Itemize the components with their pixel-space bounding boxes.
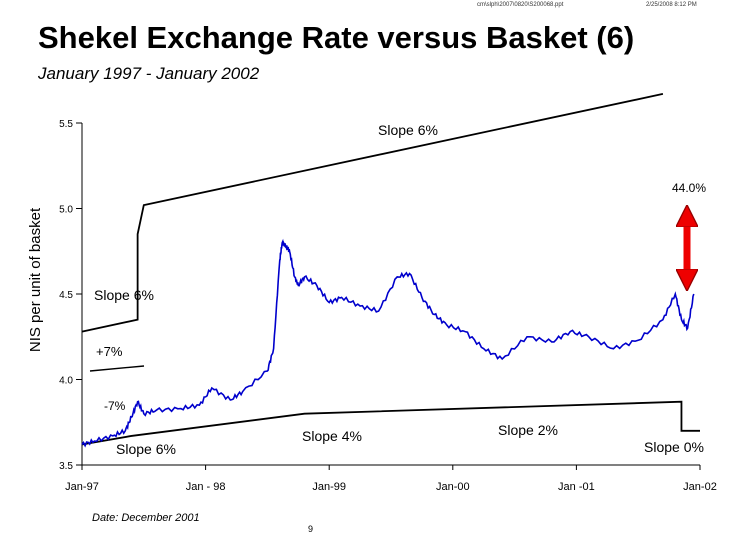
x-tick-label: Jan-00 [436, 481, 470, 493]
annotation-plus-7-line [89, 365, 145, 372]
annotation-slope-4: Slope 4% [302, 428, 362, 444]
y-tick-label: 4.5 [59, 290, 73, 301]
y-tick-label: 4.0 [59, 376, 73, 387]
x-tick-label: Jan-99 [312, 481, 346, 493]
y-tick-label: 5.5 [59, 119, 73, 130]
annotation-slope-2: Slope 2% [498, 422, 558, 438]
band-line-upper [81, 93, 664, 333]
annotation-gap-value: 44.0% [672, 181, 706, 195]
series-line [81, 238, 695, 448]
annotations: Slope 6% Slope 6% +7% -7% Slope 6% Slope 4% Sl… [89, 122, 706, 457]
y-tick-label: 5.0 [59, 205, 73, 216]
header-timestamp: 2/25/2008 8:12 PM [646, 2, 697, 8]
annotation-plus-7: +7% [96, 344, 123, 359]
chart-subtitle: January 1997 - January 2002 [38, 64, 260, 83]
annotation-slope-6-mid: Slope 6% [94, 287, 154, 303]
x-tick-label: Jan-97 [65, 481, 99, 493]
basket-bands [81, 93, 700, 446]
annotation-slope-0: Slope 0% [644, 439, 704, 455]
x-tick-label: Jan -01 [558, 481, 595, 493]
page-number: 9 [308, 524, 314, 534]
y-axis-label: NIS per unit of basket [27, 207, 44, 352]
header-path: cm\slph\2007\0820\S200068.ppt [477, 2, 564, 8]
annotation-slope-6-bottom: Slope 6% [116, 441, 176, 457]
tick-labels: 3.5 4.0 4.5 5.0 5.5 Jan-97 Jan - 98 Jan-99 Jan-0… [27, 119, 717, 493]
chart-axes [81, 123, 700, 466]
annotation-minus-7: -7% [104, 399, 126, 413]
series-lines [81, 238, 695, 448]
band-line-lower [81, 400, 700, 446]
x-tick-label: Jan-02 [683, 481, 717, 493]
annotation-slope-6-top: Slope 6% [378, 122, 438, 138]
y-tick-label: 3.5 [59, 461, 73, 472]
chart-title: Shekel Exchange Rate versus Basket (6) [38, 20, 635, 55]
footer-date: Date: December 2001 [92, 512, 200, 524]
x-tick-label: Jan - 98 [186, 481, 226, 493]
